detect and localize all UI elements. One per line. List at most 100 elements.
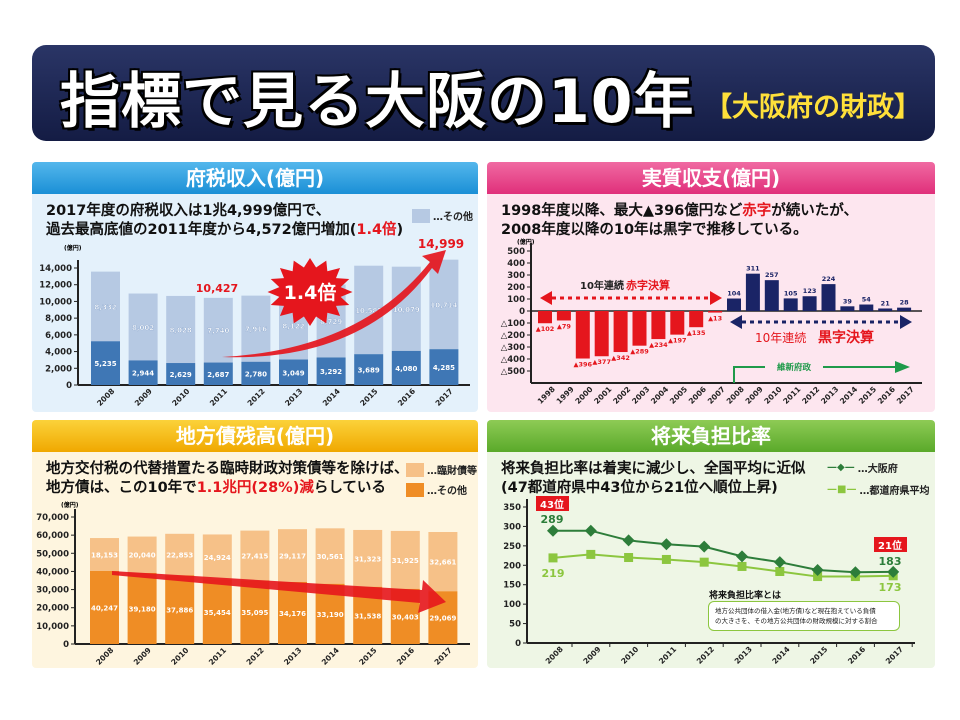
bar-value-label: 7,740 [207,327,229,335]
bar-value-label: 20,040 [129,552,156,560]
bar-value-label: 2,629 [170,371,192,379]
bar-deficit [670,311,685,335]
unit-label: (億円) [517,238,535,246]
bar-other [240,580,270,644]
x-tick-label: 2003 [630,385,651,406]
bar-deficit [632,311,647,346]
surplus-arrow-heads [730,315,912,329]
y-tick-label: 4,000 [45,348,72,358]
bar-rinzai [353,529,383,587]
bar-surplus [727,298,741,311]
bar-value-label: ▲377 [592,358,611,366]
x-tick-label: 2011 [207,646,228,667]
rank-end-label: 21位 [878,539,902,552]
panel-real-balance: 実質収支(億円) 1998年度以降、最大▲396億円など赤字が続いたが、 2008… [487,162,935,412]
x-tick-label: 2009 [581,645,602,666]
x-tick-label: 2008 [725,385,746,406]
y-tick-label: 70,000 [36,513,69,523]
bar-value-label: 7,916 [245,326,267,334]
bar-value-label: 8,332 [94,303,116,311]
bar-value-label: 105 [784,289,798,297]
y-tick-label: △500 [501,367,525,377]
surplus-label: 10年連続 [755,331,806,345]
rank-start-badge [536,496,569,511]
legend-average: —■— …都道府県平均 [827,484,930,497]
total-2011-label: 10,427 [196,282,238,295]
bar-value-label: 3,689 [358,367,380,375]
bar-rinzai [90,538,119,571]
x-tick-label: 2014 [321,387,342,408]
lead-text: 地方交付税の代替措置たる臨時財政対策債等を除けば、 地方債は、この10年で1.1兆… [46,461,409,496]
bar-other [202,579,232,644]
deficit-label: 10年連続 [580,279,624,292]
y-tick-label: 40,000 [36,567,69,577]
bar-value-label: 29,069 [429,615,456,623]
bar-value-label: 3,049 [282,369,304,377]
x-tick-label: 2008 [95,387,116,408]
x-tick-label: 2010 [619,645,640,666]
bar-base [391,350,421,385]
osaka-point [622,534,635,547]
panel-header: 府税収入(億円) [32,162,478,194]
bar-base [429,349,459,385]
ishin-arrow-line [733,366,895,383]
bar-value-label: 30,561 [317,553,344,561]
bar-value-label: 37,886 [166,607,193,615]
ishin-arrow-head [895,361,910,373]
bar-value-label: 40,247 [91,604,118,612]
x-tick-label: 2015 [857,385,878,406]
legend-rinzai: …臨財債等 [406,462,477,477]
unit-label: (億円) [64,244,82,252]
x-tick-label: 2016 [395,646,416,667]
y-tick-label: 6,000 [45,331,72,341]
bar-value-label: 35,454 [204,609,231,617]
y-tick-label: △200 [501,331,525,341]
legend-other: …その他 [406,482,467,497]
y-tick-label: △100 [501,319,525,329]
bar-other [128,293,158,361]
bar-value-label: ▲79 [557,322,572,330]
bar-value-label: 31,323 [354,555,381,563]
bar-value-label: 4,285 [433,364,455,372]
y-tick-label: 0 [63,640,69,650]
osaka-point [849,566,862,579]
bar-other [354,265,384,355]
y-tick-label: 10,000 [36,622,69,632]
y-tick-label: 100 [507,295,525,305]
x-tick-label: 2017 [433,646,454,667]
bar-deficit [556,311,571,321]
osaka-line [553,529,894,574]
bar-deficit [575,311,590,359]
y-tick-label: 0 [519,307,525,317]
rank-start-label: 43位 [540,498,564,511]
bar-surplus [821,284,836,311]
bar-value-label: 39,180 [129,605,156,613]
bar-base [279,359,308,385]
y-tick-label: 200 [507,283,525,293]
panel-header: 将来負担比率 [487,420,935,452]
bar-value-label: 29,117 [279,553,306,561]
bar-value-label: 24,924 [204,554,231,562]
bar-value-label: 31,538 [354,612,381,620]
bar-value-label: 27,415 [241,552,268,560]
bar-value-label: 10,079 [393,306,420,314]
bar-value-label: 2,944 [132,370,154,378]
x-tick-label: 2016 [876,385,897,406]
x-tick-label: 2013 [819,385,840,406]
x-tick-label: 2012 [246,387,267,408]
bar-value-label: ▲289 [630,348,649,356]
bar-value-label: 257 [765,271,779,279]
x-tick-label: 2002 [611,385,632,406]
bar-surplus [897,307,912,311]
bar-surplus [840,306,855,311]
bar-base [316,357,346,385]
bar-value-label: ▲234 [649,341,668,349]
rank-end-badge [874,537,907,552]
bar-value-label: 39 [843,297,853,305]
osaka-point [660,538,673,551]
x-tick-label: 2016 [396,387,417,408]
bar-surplus [783,298,798,311]
osaka-point [547,524,559,537]
x-tick-label: 2011 [208,387,229,408]
